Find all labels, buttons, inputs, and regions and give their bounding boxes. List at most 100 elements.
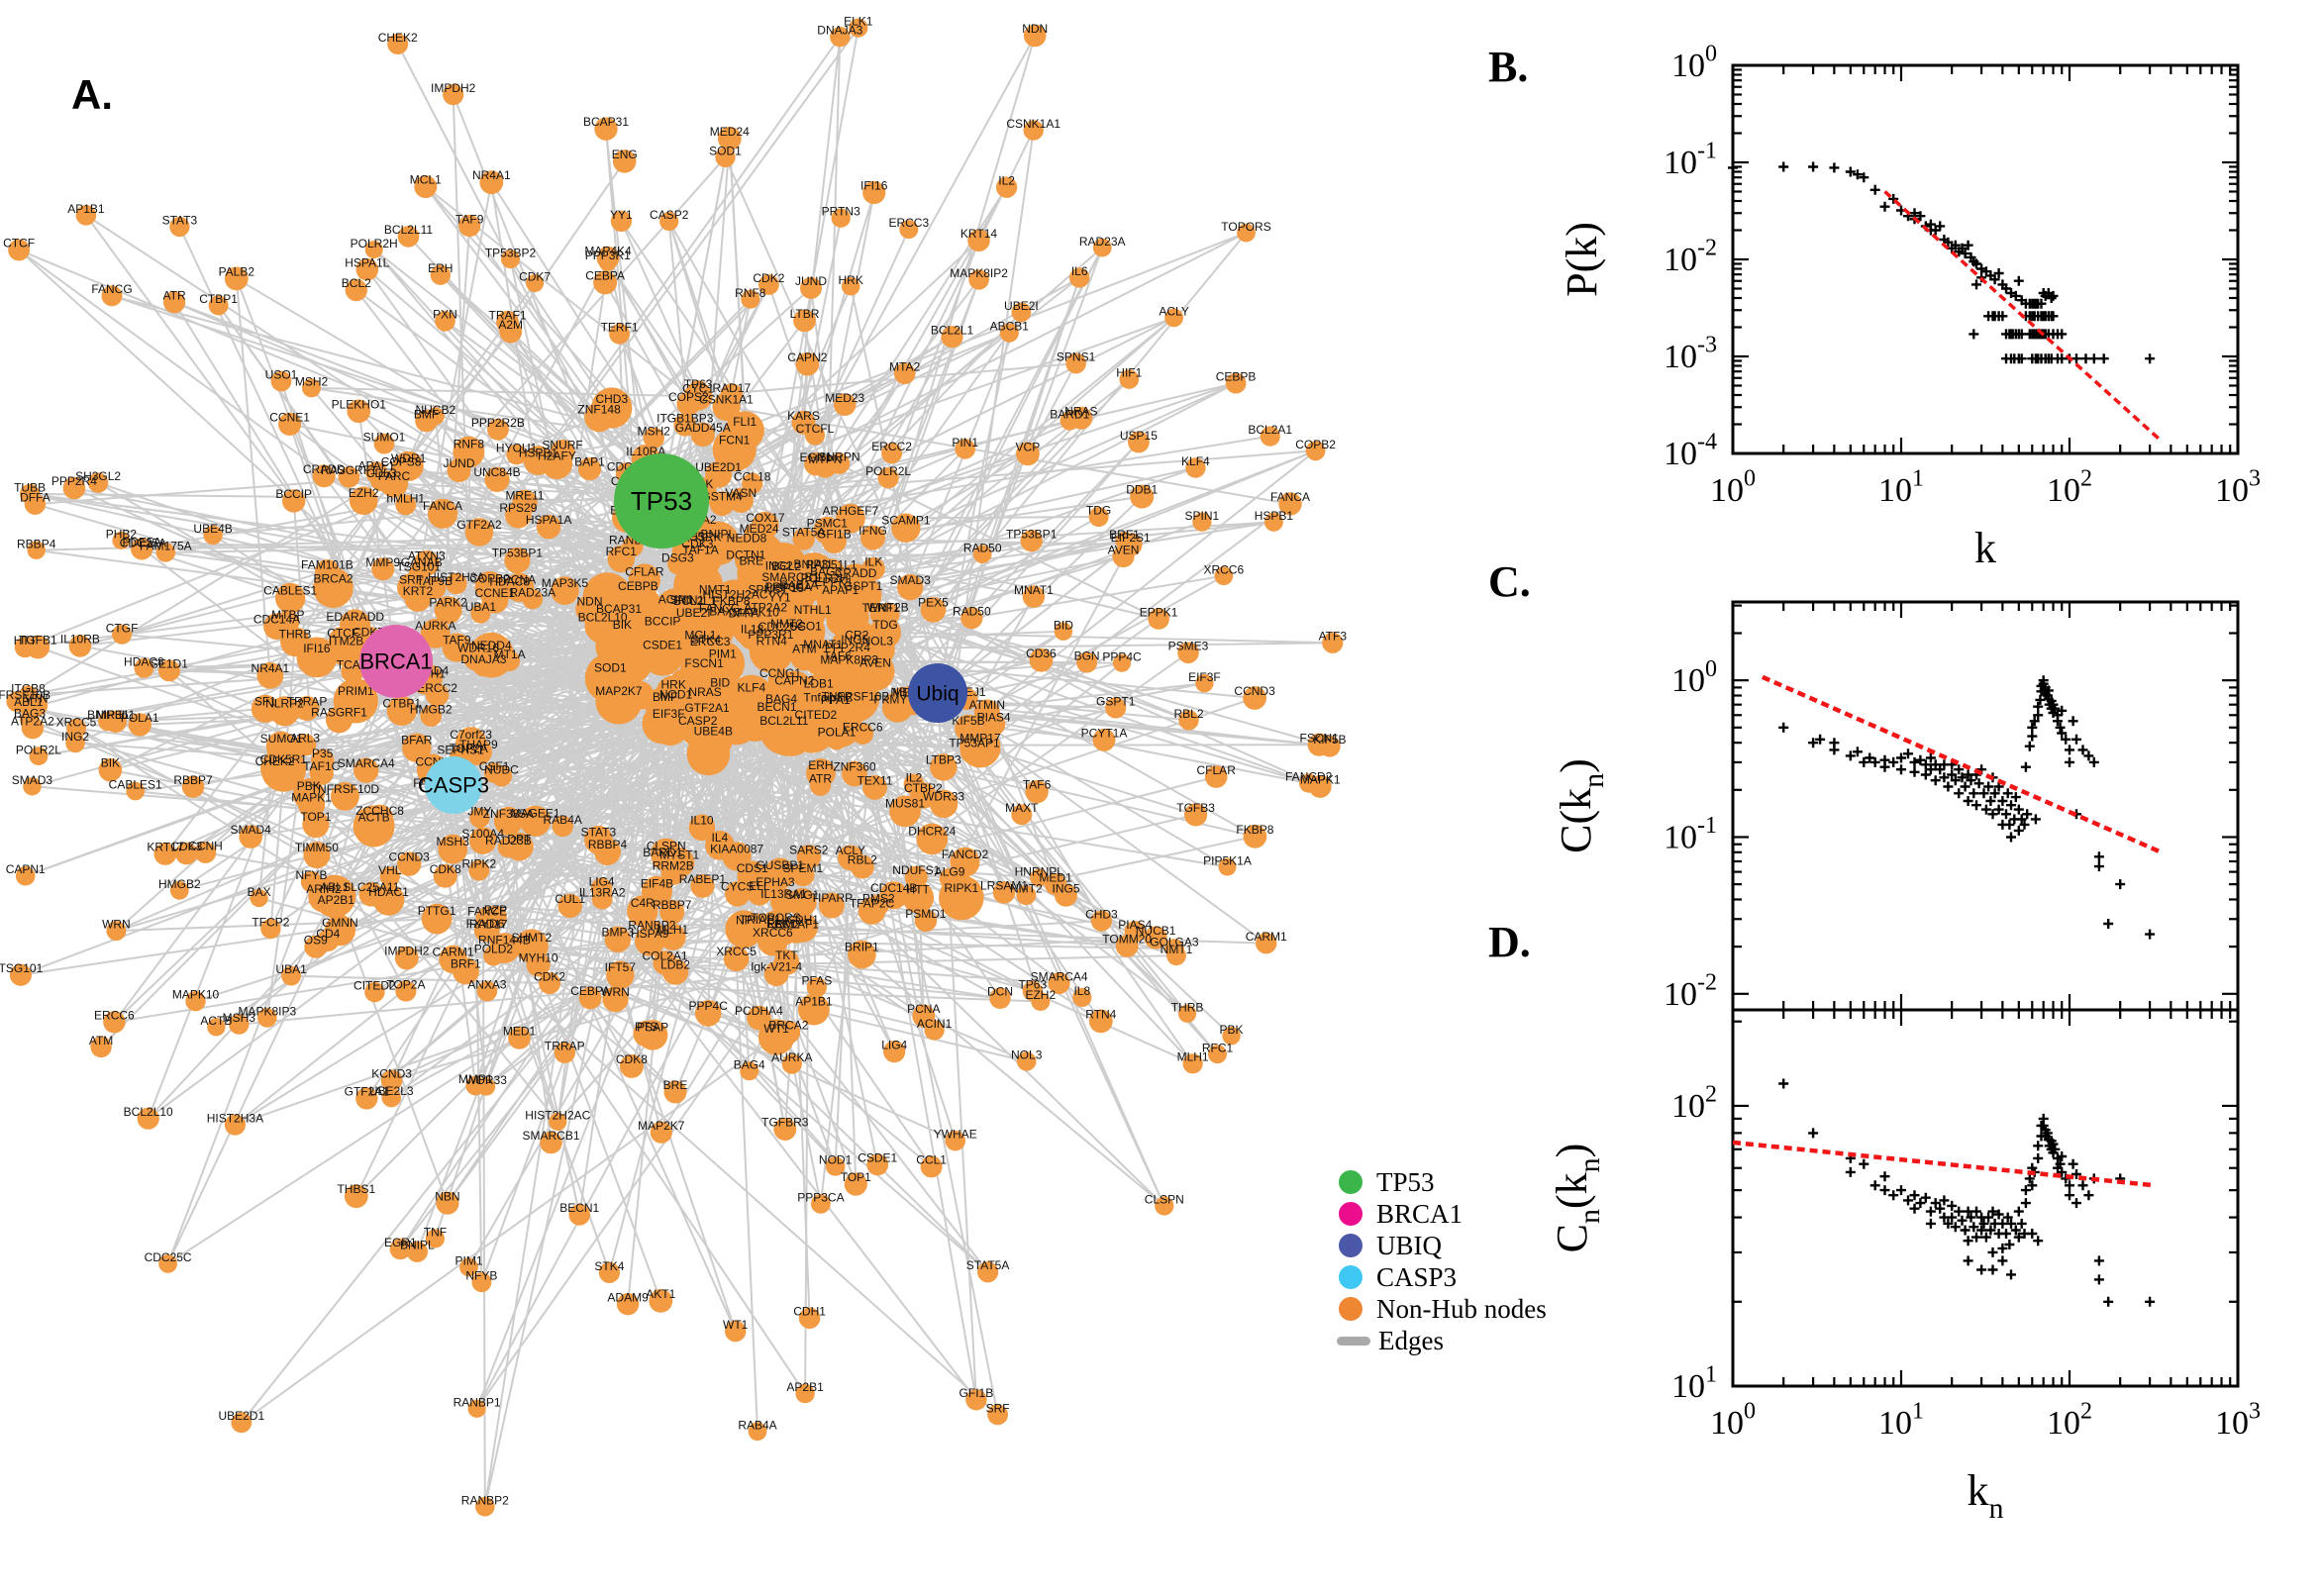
- network-node-label: HNRNPL: [1015, 864, 1064, 878]
- network-node-label: TP53BP1: [492, 547, 544, 560]
- network-node: [373, 433, 395, 454]
- network-node: [280, 627, 310, 657]
- data-point: [1963, 1236, 1973, 1247]
- network-node: [497, 836, 520, 858]
- data-point: [2006, 832, 2016, 843]
- data-point: [2010, 290, 2021, 301]
- network-node: [347, 399, 371, 424]
- network-node: [355, 257, 379, 281]
- network-node-label: HTT: [907, 883, 931, 897]
- network-node: [19, 699, 38, 718]
- network-node-label: UBE2I: [676, 606, 711, 620]
- network-node: [877, 467, 899, 489]
- network-node-label: ANXA3: [467, 978, 507, 992]
- network-edge: [556, 692, 939, 1123]
- network-edge: [736, 937, 1157, 960]
- network-edge: [142, 548, 454, 786]
- data-point: [2093, 851, 2104, 862]
- network-node: [194, 842, 217, 863]
- data-point: [1925, 1206, 1936, 1217]
- network-node: [795, 352, 820, 376]
- network-node: [430, 264, 451, 285]
- network-node: [831, 208, 851, 228]
- x-axis-label: k: [1974, 524, 1996, 572]
- network-node-label: GTF2A1: [345, 1085, 390, 1099]
- network-node: [479, 170, 504, 195]
- data-point: [1960, 781, 1970, 792]
- network-node-label: GUSBP1: [756, 858, 804, 872]
- data-point: [1985, 1225, 1996, 1236]
- network-edge: [850, 285, 939, 694]
- network-node-label: FCN1: [719, 434, 751, 448]
- network-node-label: SMAD4: [231, 823, 272, 837]
- network-node: [912, 1004, 936, 1028]
- network-node-label: ZCCHC8: [355, 804, 404, 818]
- network-node-label: NOD1: [659, 687, 693, 701]
- network-edge: [937, 332, 1011, 694]
- network-node: [584, 402, 614, 433]
- network-edge: [235, 278, 271, 676]
- network-node: [875, 602, 900, 627]
- data-point: [1879, 201, 1890, 212]
- network-node: [845, 630, 869, 654]
- network-node-label: WRN: [601, 985, 630, 999]
- hub-label-casp3: CASP3: [418, 773, 489, 798]
- network-node: [694, 634, 726, 665]
- network-node-label: BID: [710, 676, 730, 690]
- network-node-label: HSPA9: [631, 927, 669, 941]
- network-node: [425, 1229, 445, 1248]
- network-node-label: PIN1: [952, 436, 978, 449]
- network-node: [278, 412, 302, 436]
- data-point: [2115, 879, 2126, 890]
- network-node: [27, 541, 46, 559]
- network-node-label: CDK7: [519, 270, 551, 284]
- network-node-label: THBS1: [337, 1182, 375, 1196]
- data-point: [1966, 775, 1976, 786]
- network-node-label: CR2: [845, 629, 868, 643]
- network-node-label: TP63: [1018, 977, 1047, 991]
- network-node-label: RBBP4: [17, 537, 56, 550]
- network-node-label: IL13RA2: [579, 886, 626, 900]
- network-node-label: CITED2: [354, 979, 396, 993]
- network-node: [1256, 933, 1277, 954]
- network-node: [968, 269, 989, 290]
- network-node-label: IL13RA1: [760, 887, 807, 901]
- network-node: [838, 845, 863, 871]
- network-node-label: ABL1: [14, 695, 44, 709]
- network-node-label: SPNS1: [749, 583, 788, 597]
- network-node-label: ELK1: [844, 15, 873, 29]
- network-node-label: RAD17: [712, 381, 751, 395]
- network-node-label: SRF: [399, 573, 423, 587]
- network-node: [720, 383, 744, 406]
- network-node: [842, 760, 867, 787]
- network-edge: [32, 660, 397, 730]
- data-point: [1879, 1185, 1890, 1196]
- network-node-label: SPIN1: [1185, 509, 1220, 523]
- network-node-label: TNFRSF10B: [822, 690, 890, 704]
- network-node-label: EDARADD: [326, 610, 384, 624]
- network-node-label: EZH2: [1025, 988, 1056, 1002]
- network-node: [447, 458, 471, 483]
- network-node-label: HDAC8: [124, 654, 164, 668]
- network-edge: [937, 692, 1042, 1002]
- network-node-label: IL8: [1073, 984, 1090, 998]
- nonhub-swatch-icon: [1339, 1297, 1363, 1321]
- network-node-label: PRTN3: [822, 205, 860, 219]
- network-node: [658, 923, 686, 950]
- network-node-label: WDR33: [465, 1073, 507, 1087]
- data-point: [2065, 1190, 2074, 1201]
- network-node-label: FANCG: [699, 602, 740, 616]
- network-node: [776, 1020, 801, 1045]
- network-node-label: CD53: [366, 466, 397, 480]
- data-point: [1879, 1171, 1890, 1182]
- network-node: [134, 540, 152, 558]
- network-node: [15, 865, 36, 886]
- tp53-swatch-icon: [1339, 1170, 1363, 1194]
- network-node-label: BCCIP: [275, 487, 312, 501]
- data-point: [2088, 353, 2099, 364]
- network-node-label: LIG4: [589, 875, 615, 889]
- data-point: [2004, 819, 2015, 830]
- network-node-label: PZP: [484, 903, 507, 917]
- network-node: [967, 229, 990, 252]
